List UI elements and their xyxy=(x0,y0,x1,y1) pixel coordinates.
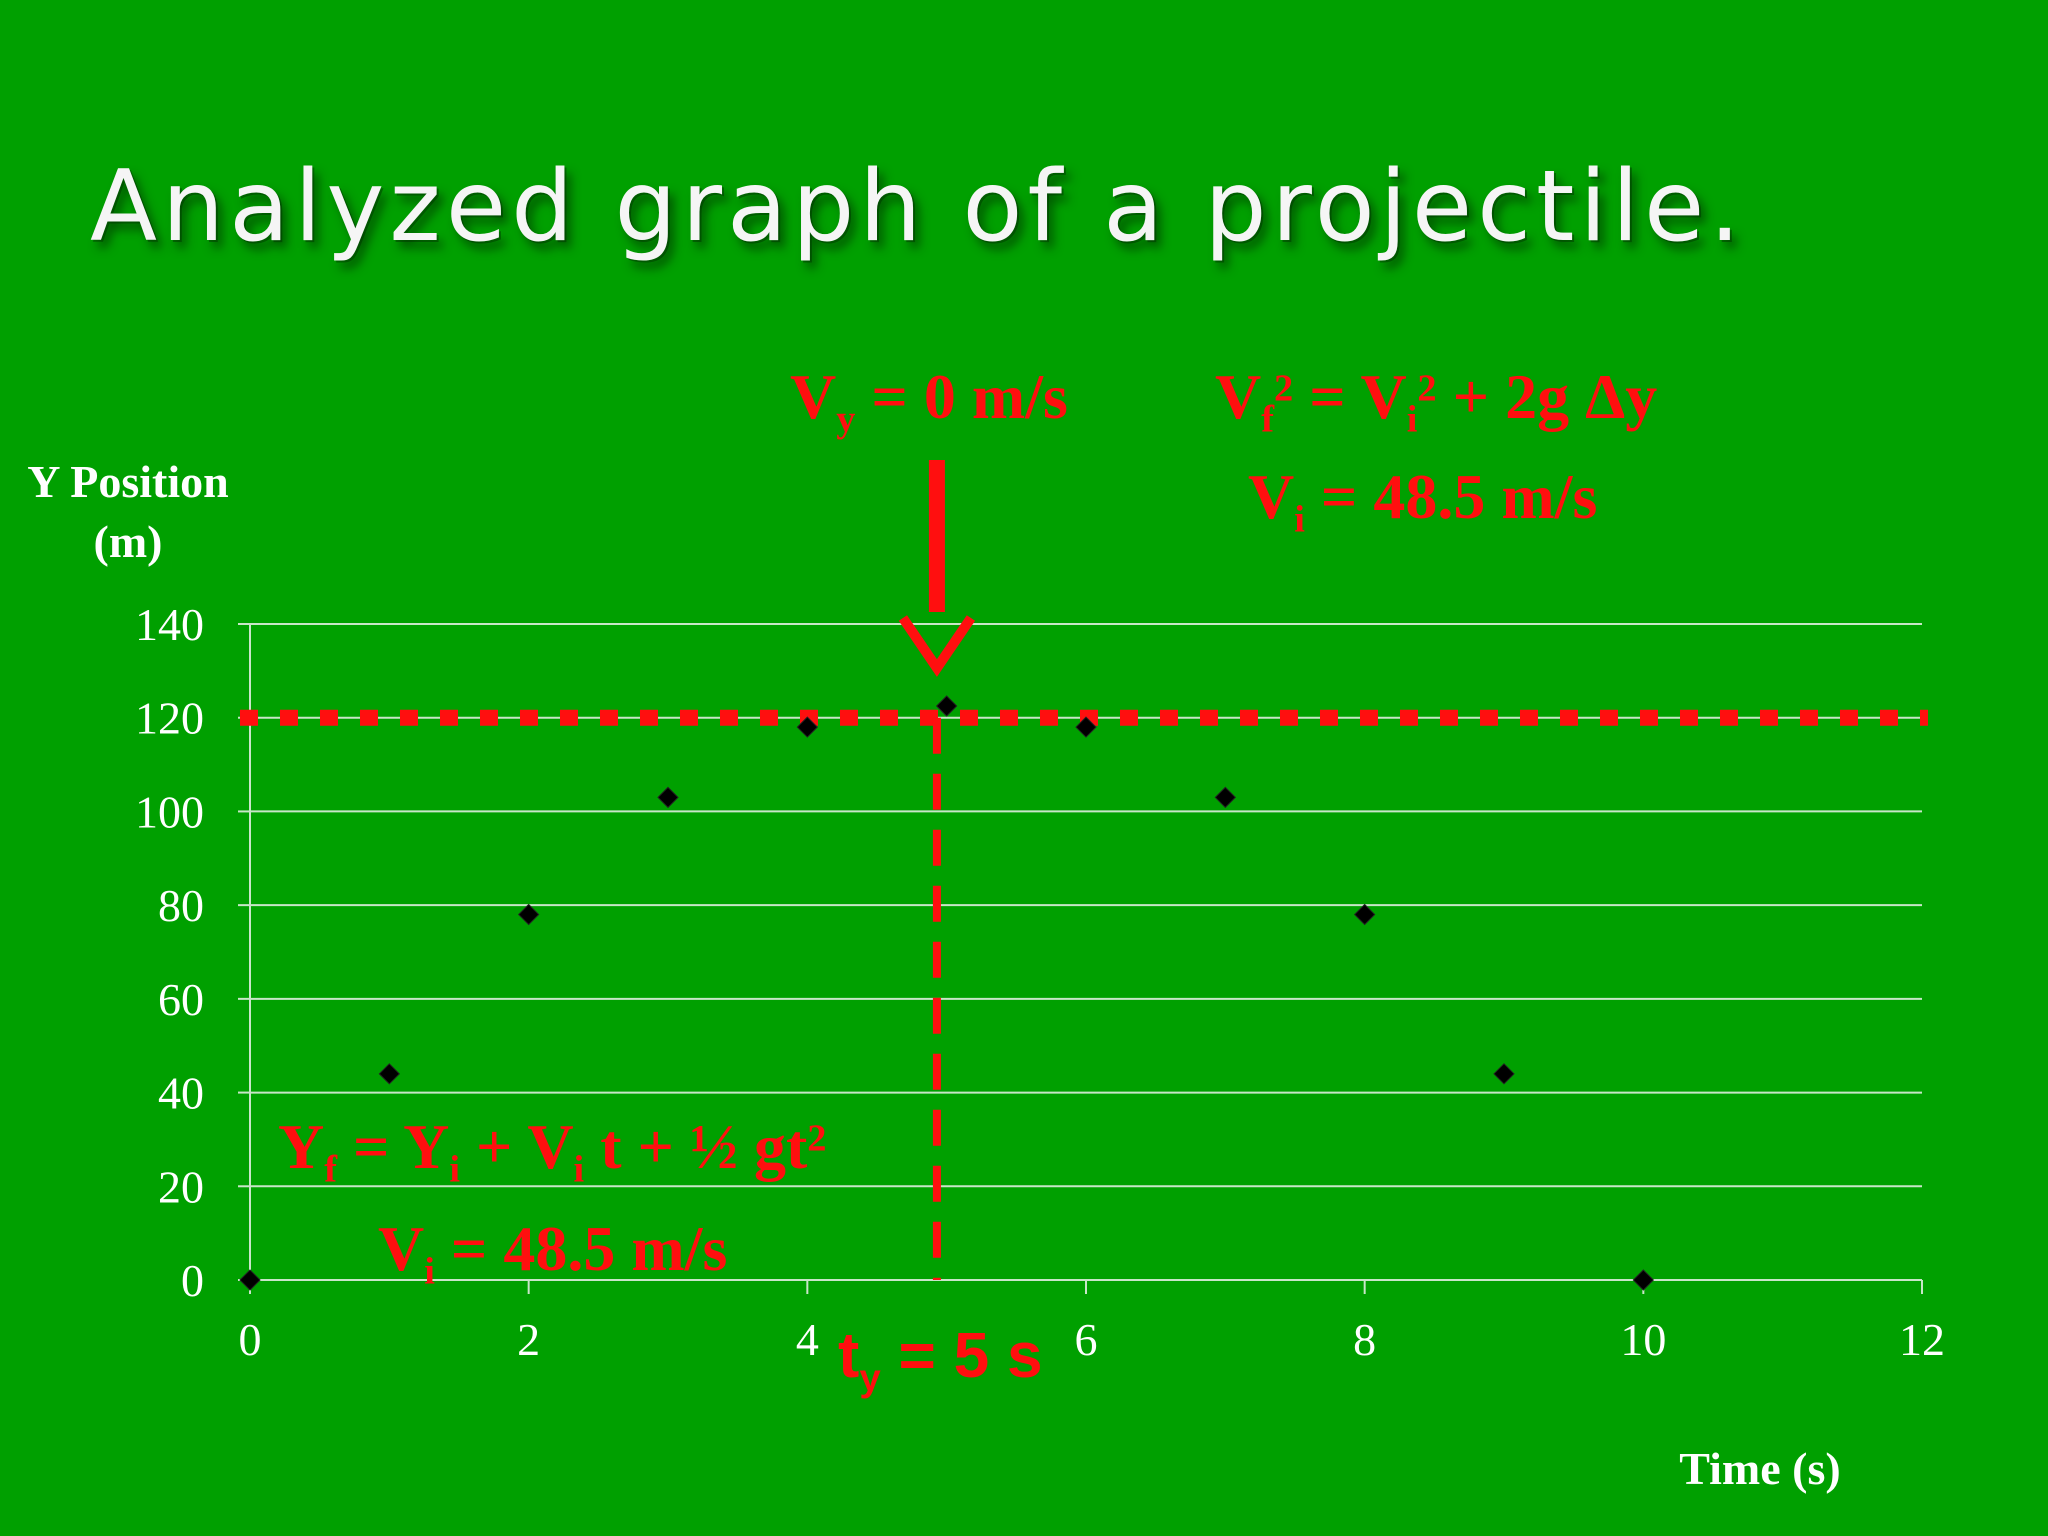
data-point-3 xyxy=(657,786,679,809)
data-point-7 xyxy=(1214,786,1237,809)
data-point-1 xyxy=(378,1063,401,1085)
y-tick-label-40: 40 xyxy=(158,1068,204,1119)
annotation-ty: ty = 5 s xyxy=(838,1319,1043,1400)
x-axis-label: Time (s) xyxy=(1679,1443,1841,1494)
x-tick-label-2: 2 xyxy=(517,1314,540,1365)
data-point-6 xyxy=(1075,716,1097,738)
y-tick-label-80: 80 xyxy=(158,880,204,931)
data-point-8 xyxy=(1353,903,1376,926)
data-point-9 xyxy=(1493,1063,1515,1085)
data-point-0 xyxy=(239,1269,261,1291)
y-axis-label-line2: (m) xyxy=(93,516,163,567)
x-tick-label-4: 4 xyxy=(796,1314,819,1365)
x-tick-label-6: 6 xyxy=(1075,1314,1098,1365)
data-point-10 xyxy=(1632,1269,1655,1291)
y-tick-label-100: 100 xyxy=(135,786,204,837)
peak-arrow-head xyxy=(898,615,976,677)
reference-lines xyxy=(240,460,1928,1280)
annotation-vi-top: Vi = 48.5 m/s xyxy=(1248,461,1598,541)
y-tick-label-60: 60 xyxy=(158,974,204,1025)
y-tick-label-20: 20 xyxy=(158,1161,204,1212)
data-points xyxy=(239,695,1655,1291)
y-tick-label-120: 120 xyxy=(135,693,204,744)
x-tick-label-12: 12 xyxy=(1899,1314,1945,1365)
y-tick-label-0: 0 xyxy=(181,1255,204,1306)
data-point-5 xyxy=(935,695,958,717)
annotation-vy-zero: Vy = 0 m/s xyxy=(790,361,1068,441)
data-point-4 xyxy=(796,716,819,738)
y-axis-label-line1: Y Position xyxy=(27,456,229,507)
x-tick-label-0: 0 xyxy=(239,1314,262,1365)
annotation-vf-equation: Vf2 = Vi2 + 2g Δy xyxy=(1215,361,1658,441)
annotation-yf-equation: Yf = Yi + Vi t + ½ gt2 xyxy=(278,1111,827,1191)
x-tick-label-10: 10 xyxy=(1620,1314,1666,1365)
slide-title: Analyzed graph of a projectile. xyxy=(90,150,1746,264)
gridlines xyxy=(250,623,1922,1188)
y-axis-label: Y Position (m) xyxy=(8,452,248,572)
annotation-vi-bottom: Vi = 48.5 m/s xyxy=(378,1213,728,1293)
y-tick-label-140: 140 xyxy=(135,599,204,650)
x-tick-label-8: 8 xyxy=(1353,1314,1376,1365)
tick-labels: 0 20 40 60 80 100 120 140 0 2 4 6 8 10 12 xyxy=(135,599,1945,1365)
data-point-2 xyxy=(517,903,540,926)
